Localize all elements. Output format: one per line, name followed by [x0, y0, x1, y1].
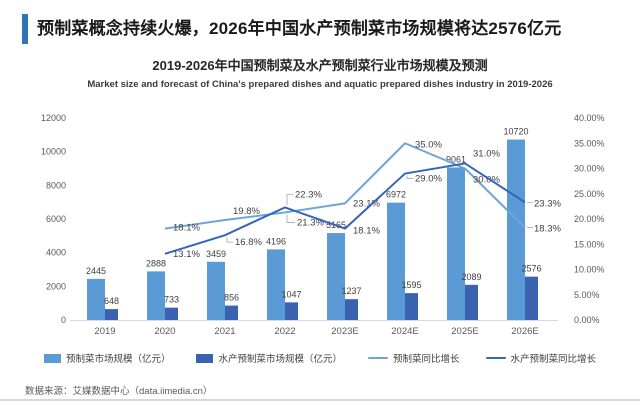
bar-value-label: 3459 [206, 249, 226, 259]
line-value-label: 30.0% [473, 175, 500, 186]
report-header: 预制菜概念持续火爆，2026年中国水产预制菜市场规模将达2576亿元 [22, 14, 630, 44]
bar-value-label: 1237 [341, 286, 361, 296]
line-value-label: 13.1% [173, 249, 200, 260]
x-axis-label: 2020 [154, 326, 175, 337]
line-value-label: 19.8% [233, 206, 260, 217]
legend-item-prepared-market-size: 预制菜市场规模（亿元） [43, 351, 171, 365]
right-axis-tick: 15.00% [574, 239, 605, 249]
line-aquatic-growth [164, 162, 526, 255]
legend-line-swatch-icon [368, 356, 388, 360]
bar-prepared-2021 [207, 261, 225, 320]
left-axis-tick: 4000 [46, 248, 66, 258]
line-value-label: 18.1% [173, 223, 200, 234]
bar-value-label: 4196 [266, 236, 286, 246]
bar-value-label: 6972 [386, 190, 406, 200]
bar-value-label: 2576 [521, 264, 541, 274]
bar-prepared-2019 [87, 278, 105, 320]
line-value-label: 18.3% [534, 224, 561, 235]
legend-bar-swatch-icon [196, 353, 214, 363]
line-value-label: 31.0% [473, 148, 500, 159]
right-axis-tick: 40.00% [574, 113, 605, 123]
bar-aquatic-2026E [525, 276, 538, 320]
x-axis-label: 2024E [391, 326, 418, 337]
bar-value-label: 2089 [461, 272, 481, 282]
right-axis-tick: 20.00% [574, 214, 605, 224]
bar-aquatic-2021 [225, 305, 238, 320]
label-leader-line [286, 193, 293, 206]
right-axis-tick: 25.00% [574, 189, 605, 199]
bar-value-label: 856 [224, 293, 239, 303]
bar-prepared-2022 [267, 249, 285, 320]
line-prepared-growth [164, 142, 526, 230]
bar-value-label: 1595 [401, 280, 421, 290]
line-value-label: 23.1% [353, 198, 380, 209]
report-title: 预制菜概念持续火爆，2026年中国水产预制菜市场规模将达2576亿元 [37, 18, 562, 38]
bar-aquatic-2025E [465, 284, 478, 320]
bar-prepared-2025E [447, 167, 465, 320]
chart-subtitle: Market size and forecast of China's prep… [87, 79, 553, 90]
source-note: 数据来源：艾媒数据中心（data.iimedia.cn） [25, 386, 213, 397]
bar-value-label: 10720 [503, 127, 528, 137]
line-value-label: 21.3% [297, 217, 324, 228]
right-axis-tick: 35.00% [574, 138, 605, 148]
bar-aquatic-2023E [345, 299, 358, 320]
line-value-label: 18.1% [353, 226, 380, 237]
x-axis-label: 2022 [274, 326, 295, 337]
legend-label: 预制菜市场规模（亿元） [65, 354, 171, 365]
bar-value-label: 2445 [86, 266, 106, 276]
left-axis-tick: 12000 [41, 113, 66, 123]
left-axis-tick: 6000 [46, 214, 66, 224]
footer-divider [0, 399, 640, 401]
chart-legend: 预制菜市场规模（亿元） 水产预制菜市场规模（亿元） 预制菜同比增长 水产预制菜同… [0, 351, 640, 365]
bar-prepared-2023E [327, 233, 345, 320]
bar-value-label: 2888 [146, 258, 166, 268]
x-axis-label: 2026E [511, 326, 538, 337]
legend-label: 预制菜同比增长 [393, 354, 460, 365]
bar-aquatic-2020 [165, 307, 178, 320]
right-axis-tick: 10.00% [574, 265, 605, 275]
legend-item-prepared-growth: 预制菜同比增长 [368, 351, 460, 365]
left-axis-tick: 0 [61, 315, 66, 325]
legend-line-swatch-icon [485, 356, 506, 360]
right-axis-tick: 30.00% [574, 164, 605, 174]
legend-label: 水产预制菜市场规模（亿元） [218, 354, 342, 365]
x-axis-label: 2021 [214, 326, 235, 337]
legend-label: 水产预制菜同比增长 [510, 354, 597, 365]
bar-prepared-2020 [147, 271, 165, 320]
label-leader-line [286, 214, 295, 223]
line-value-label: 35.0% [415, 139, 442, 150]
legend-item-aquatic-growth: 水产预制菜同比增长 [485, 351, 597, 365]
line-value-label: 16.8% [235, 237, 262, 248]
line-value-label: 29.0% [415, 174, 442, 185]
bar-aquatic-2022 [285, 302, 298, 320]
bar-prepared-2026E [507, 139, 525, 320]
bar-value-label: 733 [164, 295, 179, 305]
chart-title: 2019-2026年中国预制菜及水产预制菜行业市场规模及预测 [152, 58, 488, 73]
x-axis-label: 2025E [451, 326, 478, 337]
combo-chart: 0 2000 4000 6000 8000 10000 12000 0.00% 5.00% 10.… [41, 113, 605, 337]
bar-value-label: 1047 [281, 289, 301, 299]
line-value-label: 23.3% [534, 198, 561, 209]
label-leader-line [226, 237, 233, 243]
left-axis-tick: 2000 [46, 281, 66, 291]
bar-prepared-2024E [387, 202, 405, 320]
legend-bar-swatch-icon [43, 353, 61, 363]
x-axis-label: 2019 [94, 326, 115, 337]
left-axis-tick: 8000 [46, 180, 66, 190]
right-axis-tick: 0.00% [574, 315, 600, 325]
x-axis-label: 2023E [331, 326, 358, 337]
bar-aquatic-2019 [105, 309, 118, 320]
bar-value-label: 648 [104, 296, 119, 306]
header-accent-bar [22, 14, 28, 44]
bar-aquatic-2024E [405, 293, 418, 320]
left-axis-tick: 10000 [41, 147, 66, 157]
label-leader-line [406, 175, 413, 179]
line-value-label: 22.3% [295, 189, 322, 200]
legend-item-aquatic-market-size: 水产预制菜市场规模（亿元） [196, 351, 342, 365]
right-axis-tick: 5.00% [574, 290, 600, 300]
bar-value-label: 9061 [446, 154, 466, 164]
